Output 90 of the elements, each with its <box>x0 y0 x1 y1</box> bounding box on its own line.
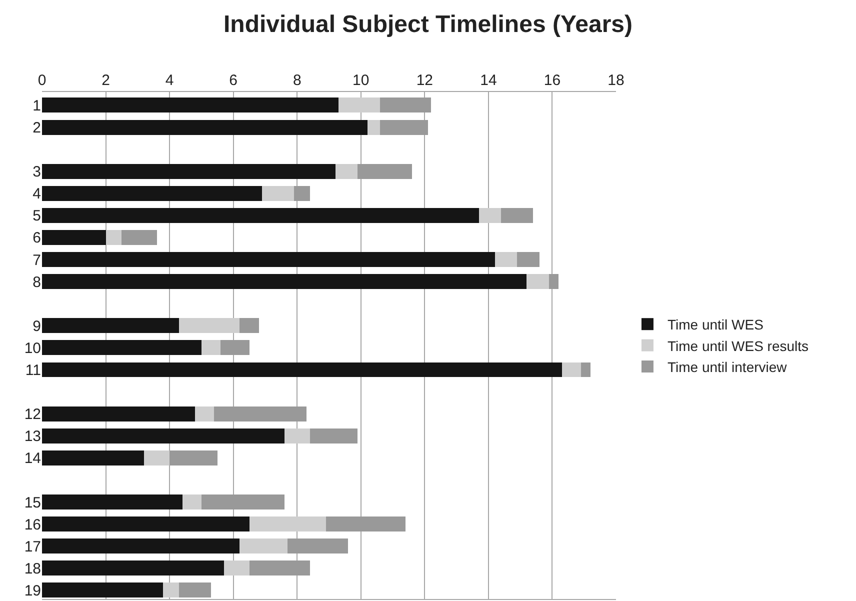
bar <box>224 560 250 576</box>
bar <box>42 560 224 576</box>
bar <box>562 362 581 378</box>
y-tick-label: 5 <box>32 208 41 225</box>
bar <box>240 318 259 334</box>
bar <box>517 252 540 268</box>
y-tick-label: 15 <box>24 494 41 512</box>
x-tick-label: 12 <box>416 72 434 89</box>
y-tick-label: 4 <box>32 186 41 203</box>
chart-title: Individual Subject Timelines (Years) <box>223 10 633 38</box>
x-tick-label: 2 <box>102 72 110 89</box>
bar <box>380 120 428 135</box>
bar <box>42 252 495 268</box>
bar <box>494 252 518 268</box>
bar <box>42 318 180 334</box>
x-tick-label: 18 <box>608 72 624 89</box>
bar <box>179 582 212 598</box>
bar <box>42 516 250 532</box>
y-tick-label: 1 <box>32 97 41 114</box>
y-tick-label: 8 <box>32 274 41 291</box>
bar <box>220 340 250 356</box>
x-tick-label: 14 <box>480 72 497 89</box>
x-tick-label: 4 <box>165 72 174 89</box>
y-tick-label: 6 <box>32 230 41 247</box>
bar <box>42 362 562 378</box>
y-tick-label: 10 <box>24 340 41 357</box>
y-tick-label: 16 <box>24 516 41 534</box>
bar <box>501 208 534 223</box>
bar <box>249 560 310 576</box>
bar <box>42 582 164 598</box>
bar <box>42 274 527 290</box>
y-tick-label: 12 <box>24 406 41 424</box>
y-tick-label: 9 <box>32 318 41 335</box>
bar <box>42 120 368 135</box>
x-tick-label: 10 <box>352 72 370 89</box>
bar <box>358 164 412 179</box>
bar <box>380 98 432 113</box>
bar <box>195 406 214 422</box>
y-tick-label: 3 <box>32 164 41 181</box>
y-tick-label: 14 <box>24 450 41 468</box>
bar <box>294 186 310 201</box>
bar <box>42 230 106 245</box>
bar <box>214 406 307 422</box>
bar <box>179 318 240 334</box>
bar <box>201 340 221 356</box>
x-tick-label: 6 <box>229 72 238 89</box>
bar <box>526 274 550 290</box>
y-tick-label: 11 <box>25 362 41 379</box>
bar <box>326 516 406 532</box>
bar <box>42 340 202 356</box>
legend-label: Time until interview <box>667 358 788 375</box>
bar <box>240 538 288 554</box>
y-tick-label: 2 <box>32 120 41 137</box>
bar <box>335 164 358 179</box>
y-tick-label: 13 <box>24 428 41 446</box>
bar <box>42 406 196 422</box>
bar <box>42 208 479 223</box>
legend-label: Time until WES <box>667 316 764 333</box>
bar <box>42 428 284 444</box>
bar <box>42 538 240 554</box>
bar <box>580 362 590 378</box>
bar <box>310 428 358 444</box>
bar <box>284 428 310 444</box>
bar <box>42 164 336 179</box>
bar <box>288 538 348 554</box>
bar <box>367 120 380 135</box>
x-tick-label: 16 <box>544 72 561 89</box>
bar <box>42 98 339 113</box>
legend-label: Time until WES results <box>667 338 809 354</box>
x-tick-label: 0 <box>38 72 46 89</box>
bar <box>42 450 144 466</box>
bar <box>262 186 294 201</box>
bar <box>201 494 284 510</box>
bar <box>42 186 262 201</box>
bar <box>42 494 182 510</box>
bar <box>338 98 380 113</box>
bar <box>106 230 122 245</box>
bar <box>170 450 218 466</box>
bar <box>144 450 170 466</box>
x-tick-label: 8 <box>292 72 302 89</box>
bar <box>163 582 180 598</box>
bar <box>182 494 202 510</box>
y-tick-label: 7 <box>32 252 41 269</box>
bar <box>122 230 157 245</box>
bar <box>249 516 326 532</box>
y-tick-label: 18 <box>24 560 41 578</box>
y-tick-label: 17 <box>24 538 41 556</box>
bar <box>549 274 559 290</box>
bar <box>478 208 502 223</box>
y-tick-label: 19 <box>24 582 41 600</box>
